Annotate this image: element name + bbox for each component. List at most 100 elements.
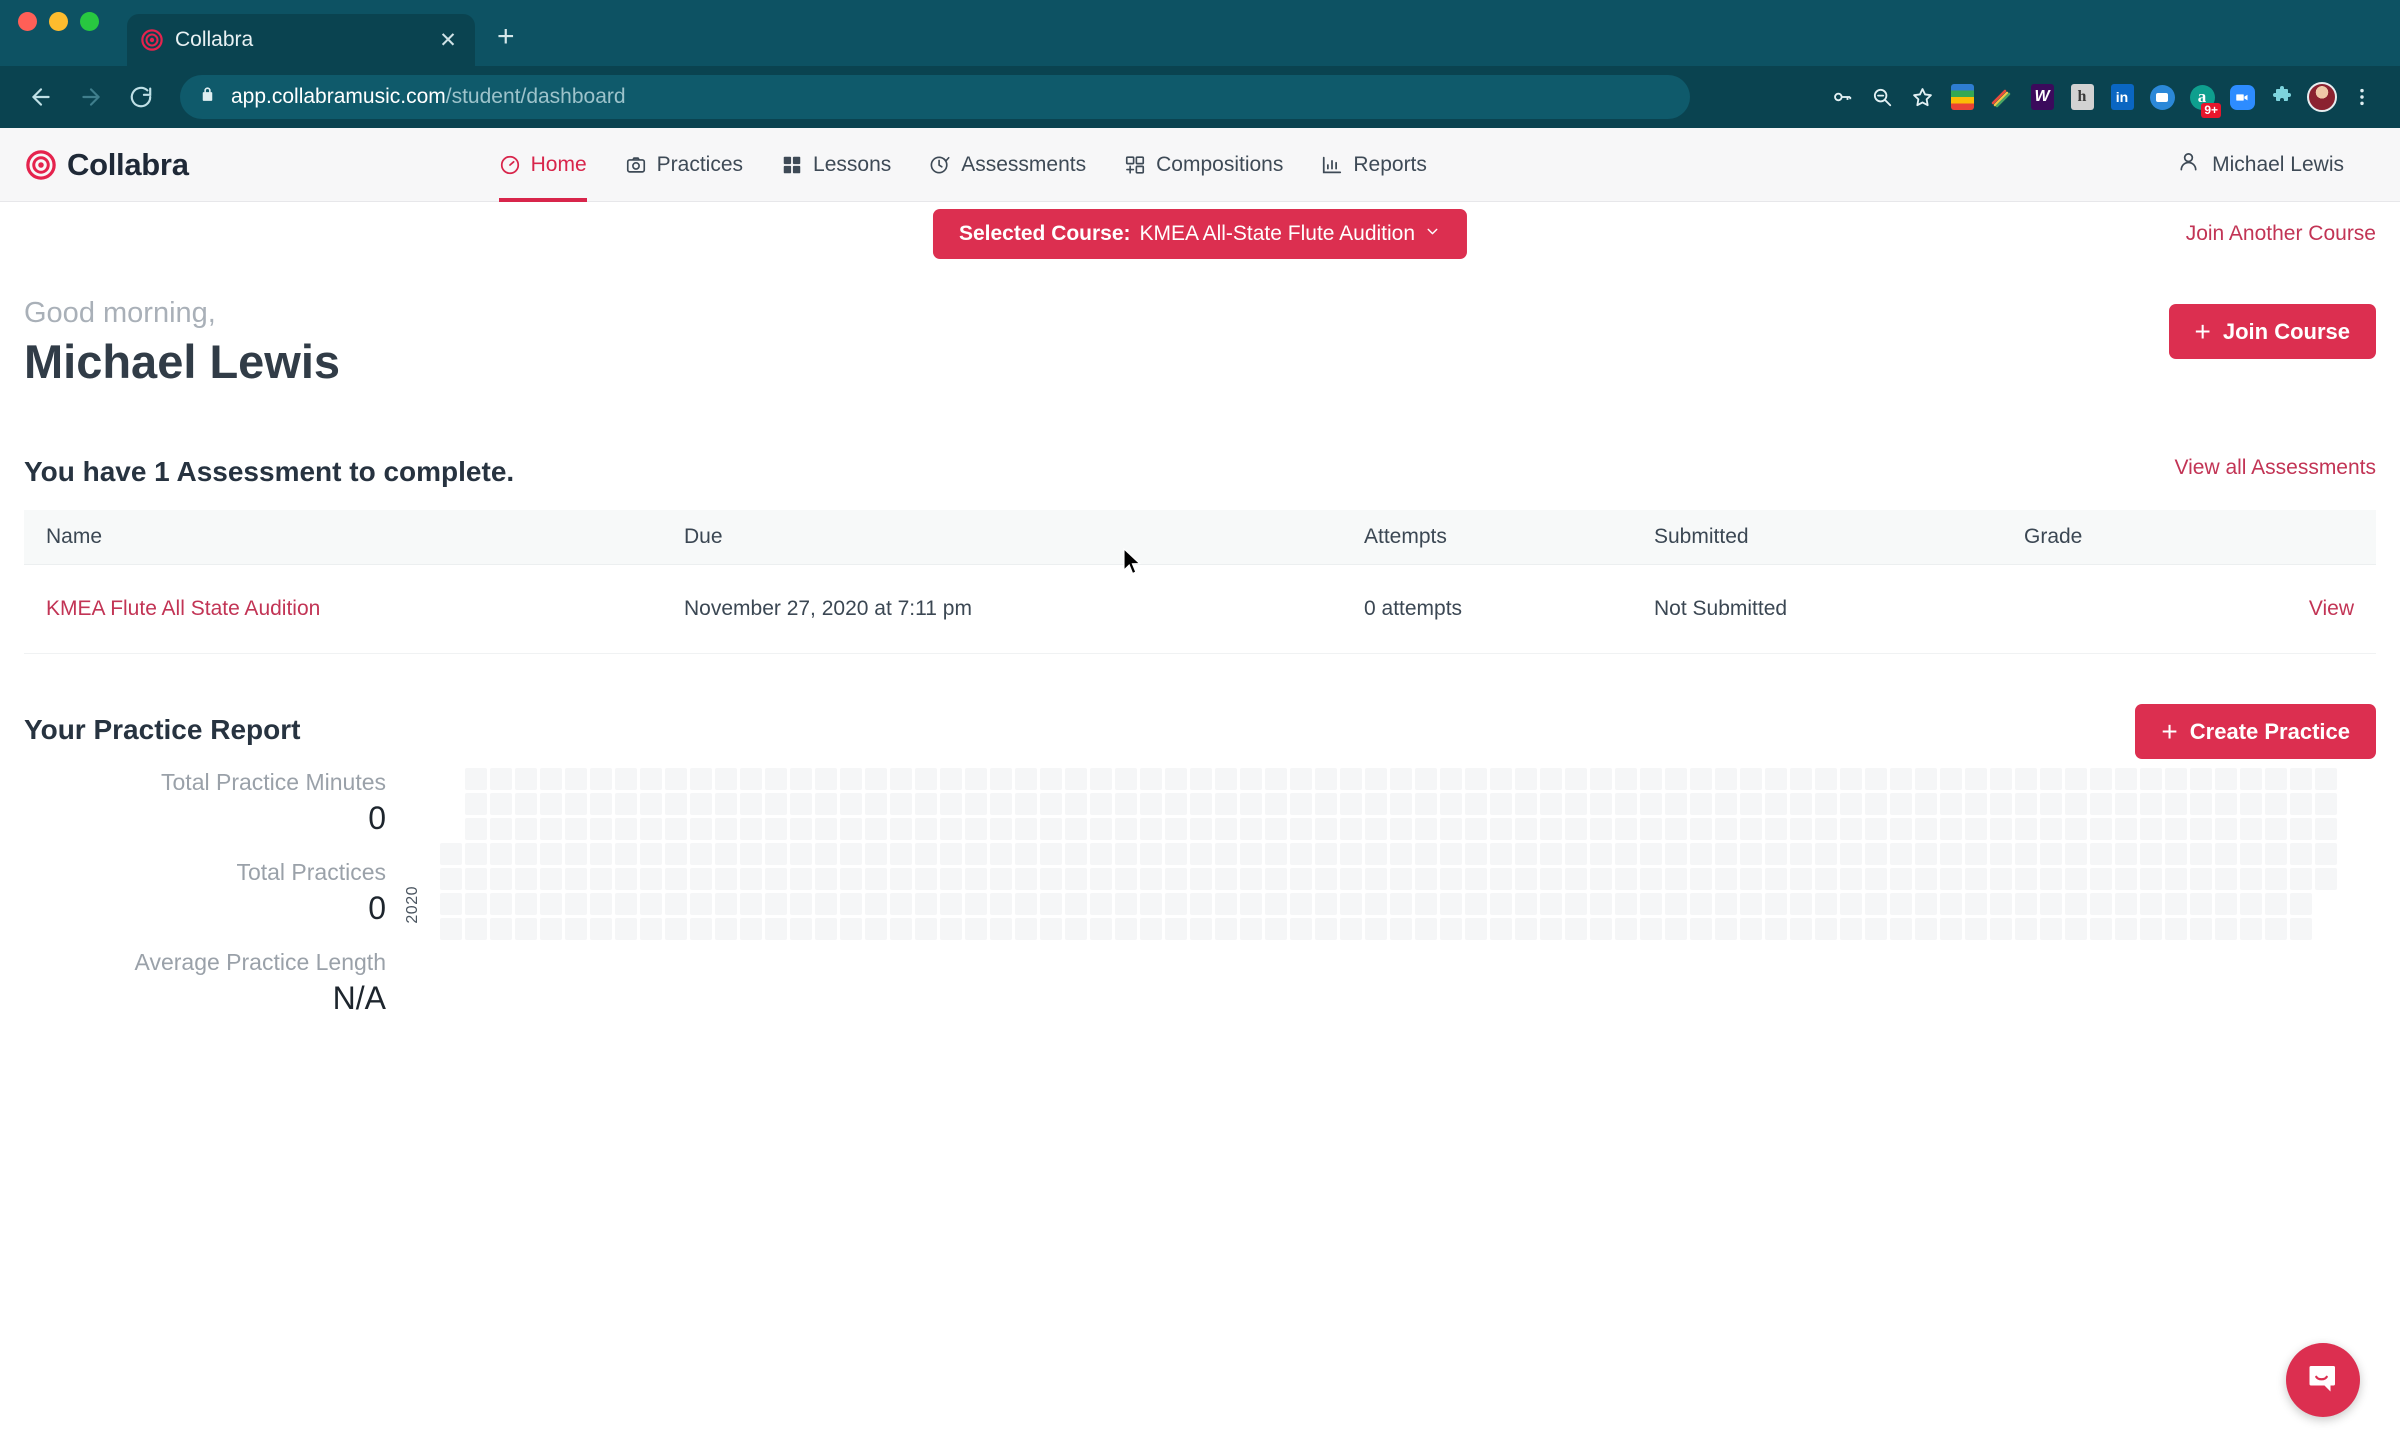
heatmap-cell[interactable] [1940, 793, 1962, 816]
heatmap-cell[interactable] [865, 918, 887, 941]
heatmap-cell[interactable] [2090, 818, 2112, 841]
heatmap-cell[interactable] [1690, 793, 1712, 816]
heatmap-cell[interactable] [2140, 793, 2162, 816]
heatmap-cell[interactable] [2265, 868, 2287, 891]
heatmap-cell[interactable] [1890, 918, 1912, 941]
heatmap-cell[interactable] [590, 918, 612, 941]
heatmap-cell[interactable] [1115, 793, 1137, 816]
heatmap-cell[interactable] [515, 793, 537, 816]
heatmap-cell[interactable] [665, 918, 687, 941]
heatmap-cell[interactable] [1090, 843, 1112, 866]
heatmap-cell[interactable] [740, 918, 762, 941]
heatmap-cell[interactable] [2190, 843, 2212, 866]
browser-tab[interactable]: Collabra ✕ [127, 14, 475, 66]
heatmap-cell[interactable] [490, 818, 512, 841]
heatmap-cell[interactable] [1090, 918, 1112, 941]
heatmap-cell[interactable] [1490, 893, 1512, 916]
heatmap-cell[interactable] [990, 818, 1012, 841]
heatmap-cell[interactable] [2315, 818, 2337, 841]
heatmap-cell[interactable] [2115, 768, 2137, 791]
heatmap-cell[interactable] [915, 768, 937, 791]
heatmap-cell[interactable] [1390, 768, 1412, 791]
heatmap-cell[interactable] [1540, 893, 1562, 916]
heatmap-cell[interactable] [1540, 868, 1562, 891]
heatmap-cell[interactable] [2265, 818, 2287, 841]
heatmap-cell[interactable] [1515, 843, 1537, 866]
heatmap-cell[interactable] [1115, 893, 1137, 916]
heatmap-cell[interactable] [1840, 893, 1862, 916]
heatmap-cell[interactable] [1740, 818, 1762, 841]
heatmap-cell[interactable] [1440, 768, 1462, 791]
heatmap-cell[interactable] [1565, 818, 1587, 841]
heatmap-cell[interactable] [1265, 818, 1287, 841]
heatmap-cell[interactable] [965, 918, 987, 941]
heatmap-cell[interactable] [1065, 793, 1087, 816]
heatmap-cell[interactable] [840, 868, 862, 891]
heatmap-cell[interactable] [1740, 893, 1762, 916]
heatmap-cell[interactable] [1940, 893, 1962, 916]
heatmap-cell[interactable] [1690, 818, 1712, 841]
heatmap-cell[interactable] [1715, 868, 1737, 891]
heatmap-cell[interactable] [2315, 768, 2337, 791]
join-another-course-link[interactable]: Join Another Course [2185, 222, 2376, 245]
heatmap-cell[interactable] [540, 793, 562, 816]
heatmap-cell[interactable] [1590, 918, 1612, 941]
heatmap-cell[interactable] [865, 843, 887, 866]
heatmap-cell[interactable] [1340, 918, 1362, 941]
heatmap-cell[interactable] [1040, 768, 1062, 791]
heatmap-cell[interactable] [1115, 918, 1137, 941]
heatmap-cell[interactable] [1365, 918, 1387, 941]
heatmap-cell[interactable] [1640, 768, 1662, 791]
heatmap-cell[interactable] [1840, 793, 1862, 816]
heatmap-cell[interactable] [840, 793, 862, 816]
heatmap-cell[interactable] [590, 843, 612, 866]
heatmap-cell[interactable] [2240, 818, 2262, 841]
heatmap-cell[interactable] [1015, 868, 1037, 891]
heatmap-cell[interactable] [2015, 793, 2037, 816]
heatmap-cell[interactable] [540, 768, 562, 791]
heatmap-cell[interactable] [1140, 918, 1162, 941]
heatmap-cell[interactable] [1340, 768, 1362, 791]
heatmap-cell[interactable] [1765, 918, 1787, 941]
heatmap-cell[interactable] [465, 868, 487, 891]
heatmap-cell[interactable] [690, 893, 712, 916]
heatmap-cell[interactable] [2290, 843, 2312, 866]
heatmap-cell[interactable] [1140, 843, 1162, 866]
heatmap-cell[interactable] [1315, 868, 1337, 891]
new-tab-button[interactable]: + [497, 20, 515, 53]
heatmap-cell[interactable] [615, 843, 637, 866]
heatmap-cell[interactable] [890, 893, 912, 916]
heatmap-cell[interactable] [690, 768, 712, 791]
heatmap-cell[interactable] [1240, 868, 1262, 891]
heatmap-cell[interactable] [2140, 818, 2162, 841]
selected-course-dropdown[interactable]: Selected Course: KMEA All-State Flute Au… [932, 209, 1468, 259]
minimize-window-button[interactable] [49, 11, 68, 31]
heatmap-cell[interactable] [665, 868, 687, 891]
heatmap-cell[interactable] [665, 818, 687, 841]
chat-widget-button[interactable] [2286, 1343, 2360, 1417]
heatmap-cell[interactable] [1665, 818, 1687, 841]
heatmap-cell[interactable] [715, 868, 737, 891]
heatmap-cell[interactable] [1090, 793, 1112, 816]
heatmap-cell[interactable] [1115, 843, 1137, 866]
heatmap-cell[interactable] [1615, 843, 1637, 866]
heatmap-cell[interactable] [665, 843, 687, 866]
heatmap-cell[interactable] [1590, 818, 1612, 841]
heatmap-cell[interactable] [1165, 918, 1187, 941]
heatmap-cell[interactable] [1790, 768, 1812, 791]
heatmap-cell[interactable] [1590, 768, 1612, 791]
heatmap-cell[interactable] [715, 893, 737, 916]
heatmap-cell[interactable] [2190, 893, 2212, 916]
heatmap-cell[interactable] [1265, 918, 1287, 941]
heatmap-cell[interactable] [2315, 843, 2337, 866]
chrome-menu-icon[interactable] [2342, 77, 2382, 117]
nav-item-practices[interactable]: Practices [625, 128, 743, 202]
heatmap-cell[interactable] [940, 918, 962, 941]
heatmap-cell[interactable] [1865, 893, 1887, 916]
heatmap-cell[interactable] [1790, 793, 1812, 816]
color-stack-extension-icon[interactable] [1942, 77, 1982, 117]
heatmap-cell[interactable] [1715, 793, 1737, 816]
heatmap-cell[interactable] [1565, 843, 1587, 866]
heatmap-cell[interactable] [690, 918, 712, 941]
heatmap-cell[interactable] [740, 843, 762, 866]
